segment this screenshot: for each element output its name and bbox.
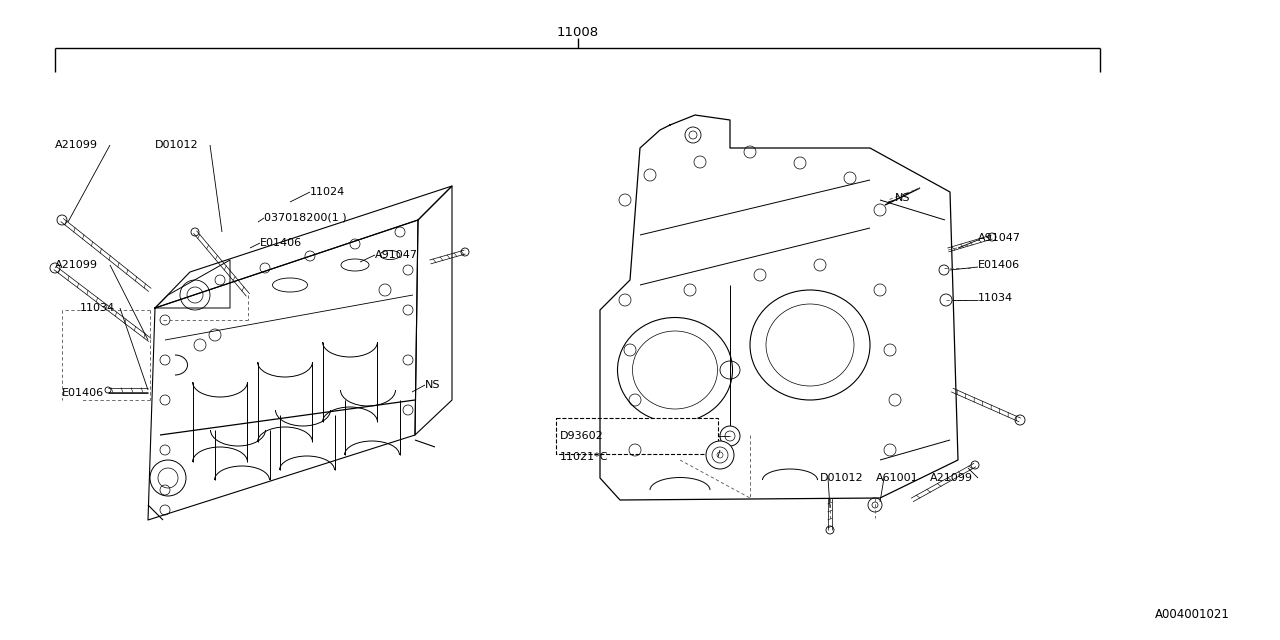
Polygon shape (415, 186, 452, 435)
Polygon shape (600, 115, 957, 500)
Bar (556, 418, 718, 454)
Polygon shape (155, 186, 452, 308)
Text: A91047: A91047 (978, 233, 1021, 243)
Text: A004001021: A004001021 (1155, 609, 1230, 621)
Text: 11021*C: 11021*C (561, 452, 608, 462)
Text: 11034: 11034 (978, 293, 1014, 303)
Text: D93602: D93602 (561, 431, 604, 441)
Text: E01406: E01406 (61, 388, 104, 398)
Text: D01012: D01012 (820, 473, 864, 483)
Text: A21099: A21099 (931, 473, 973, 483)
Text: 11034: 11034 (79, 303, 115, 313)
Text: A61001: A61001 (876, 473, 919, 483)
Text: A91047: A91047 (375, 250, 419, 260)
Circle shape (707, 441, 733, 469)
Circle shape (719, 426, 740, 446)
Text: NS: NS (895, 193, 910, 203)
Polygon shape (148, 220, 419, 520)
Text: NS: NS (425, 380, 440, 390)
Text: 11008: 11008 (557, 26, 599, 38)
Text: 037018200(1 ): 037018200(1 ) (264, 213, 347, 223)
Text: A21099: A21099 (55, 140, 99, 150)
Text: E01406: E01406 (260, 238, 302, 248)
Text: E01406: E01406 (978, 260, 1020, 270)
Text: A21099: A21099 (55, 260, 99, 270)
Text: D01012: D01012 (155, 140, 198, 150)
Text: 11024: 11024 (310, 187, 346, 197)
